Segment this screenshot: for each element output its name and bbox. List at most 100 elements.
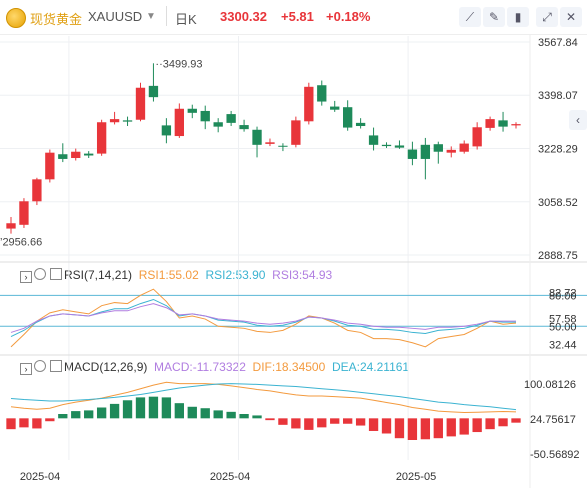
rsi-line-3 bbox=[10, 303, 516, 333]
chevron-down-icon[interactable]: ▼ bbox=[146, 11, 156, 22]
macd-bar bbox=[433, 418, 443, 439]
macd-bar bbox=[161, 397, 172, 419]
pencil-icon[interactable]: ✎ bbox=[483, 7, 505, 27]
candle bbox=[187, 108, 197, 113]
rsi3-value: RSI3:54.93 bbox=[272, 268, 333, 282]
candle bbox=[71, 151, 81, 159]
candle bbox=[122, 120, 133, 122]
macd-bar bbox=[109, 403, 120, 419]
dif-line bbox=[10, 381, 517, 414]
price-change: +5.81 bbox=[281, 9, 314, 24]
candle bbox=[498, 120, 508, 127]
macd-bar bbox=[291, 418, 301, 429]
macd-axis-label: 100.08126 bbox=[524, 379, 576, 391]
candle bbox=[472, 127, 482, 147]
chart-header: 现货黄金 XAUUSD ▼ 日K 3300.32 +5.81 +0.18% ⟋ … bbox=[0, 0, 587, 35]
candle bbox=[6, 223, 16, 229]
candle bbox=[148, 85, 159, 98]
rsi-axis-label: 82.72 bbox=[549, 288, 577, 300]
candle bbox=[32, 179, 42, 202]
candle bbox=[278, 145, 288, 147]
macd-bar bbox=[122, 400, 133, 419]
macd-bar bbox=[381, 418, 392, 434]
macd-bar bbox=[485, 418, 495, 430]
candle bbox=[330, 106, 340, 110]
macd-bar bbox=[71, 411, 81, 419]
macd-bar bbox=[135, 397, 146, 419]
price-axis-label: 3567.84 bbox=[538, 37, 578, 49]
macd-bar bbox=[472, 418, 482, 433]
macd-bar bbox=[420, 418, 431, 440]
candle bbox=[45, 152, 55, 180]
macd-bar bbox=[148, 396, 159, 419]
gold-logo-icon bbox=[6, 8, 26, 28]
gear-icon[interactable] bbox=[34, 360, 46, 372]
expand-icon[interactable]: ⤢ bbox=[536, 7, 558, 27]
candle-settings-icon[interactable]: ▮ bbox=[507, 7, 529, 27]
macd-axis-label: 24.75617 bbox=[530, 414, 576, 426]
macd-bar bbox=[6, 418, 16, 430]
rsi-axis-label: 50.00 bbox=[549, 321, 577, 333]
gear-icon[interactable] bbox=[34, 268, 46, 280]
time-axis-label: 2025-05 bbox=[396, 471, 436, 483]
candle bbox=[109, 119, 120, 123]
macd-panel bbox=[6, 381, 521, 440]
candle bbox=[200, 110, 210, 122]
macd-bar bbox=[252, 415, 262, 419]
price-axis-label: 3228.29 bbox=[538, 144, 578, 156]
draw-line-icon[interactable]: ⟋ bbox=[459, 7, 481, 27]
candle bbox=[343, 107, 353, 128]
candle bbox=[291, 120, 301, 145]
macd-bar bbox=[187, 406, 197, 419]
macd-bar bbox=[32, 418, 42, 429]
period-selector[interactable]: 日K bbox=[175, 12, 197, 27]
rsi2-value: RSI2:53.90 bbox=[205, 268, 266, 282]
macd-bar bbox=[498, 418, 508, 427]
instrument-name: 现货黄金 bbox=[30, 12, 83, 27]
collapse-icon[interactable]: › bbox=[20, 271, 32, 283]
macd-bar bbox=[343, 418, 353, 424]
rsi-legend: › RSI(7,14,21) RSI1:55.02 RSI2:53.90 RSI3… bbox=[20, 268, 332, 283]
macd-bar bbox=[239, 414, 249, 419]
time-axis-label: 2025-04 bbox=[210, 471, 250, 483]
candle bbox=[19, 201, 29, 225]
axis-labels: 3567.84 3398.07 3228.29 3058.52 2888.75 80.00… bbox=[20, 37, 580, 483]
price-axis-label: 3058.52 bbox=[538, 197, 578, 209]
candle bbox=[239, 125, 249, 130]
candle bbox=[394, 145, 405, 148]
candle bbox=[446, 149, 456, 153]
candle bbox=[58, 154, 68, 159]
macd-title: MACD(12,26,9) bbox=[64, 360, 148, 374]
square-icon[interactable] bbox=[50, 360, 62, 372]
close-icon[interactable]: ✕ bbox=[560, 7, 582, 27]
macd-bar bbox=[368, 418, 379, 431]
candle bbox=[511, 124, 521, 126]
candle bbox=[135, 87, 146, 120]
chevron-left-icon[interactable]: ‹ bbox=[569, 110, 587, 130]
candle bbox=[381, 144, 392, 147]
macd-bar bbox=[174, 403, 184, 419]
macd-bar bbox=[330, 418, 340, 424]
rsi1-value: RSI1:55.02 bbox=[138, 268, 199, 282]
rsi-panel bbox=[0, 288, 587, 348]
collapse-icon[interactable]: › bbox=[20, 363, 32, 375]
candle bbox=[485, 119, 495, 128]
symbol-selector[interactable]: XAUUSD bbox=[88, 9, 143, 24]
candle bbox=[84, 153, 94, 156]
rsi-title: RSI(7,14,21) bbox=[64, 268, 133, 282]
macd-bar bbox=[45, 418, 55, 422]
rsi-axis-label: 57.58 bbox=[549, 313, 577, 325]
candle bbox=[226, 114, 236, 123]
candle bbox=[407, 149, 418, 159]
candle bbox=[161, 125, 172, 136]
square-icon[interactable] bbox=[50, 268, 62, 280]
candle bbox=[420, 144, 431, 159]
macd-value: MACD:-11.73322 bbox=[154, 360, 246, 374]
macd-bar bbox=[226, 411, 236, 419]
macd-bar bbox=[304, 418, 314, 430]
candle bbox=[96, 122, 107, 154]
macd-bar bbox=[19, 418, 29, 428]
macd-bar bbox=[355, 418, 366, 426]
dea-value: DEA:24.21161 bbox=[331, 360, 410, 374]
